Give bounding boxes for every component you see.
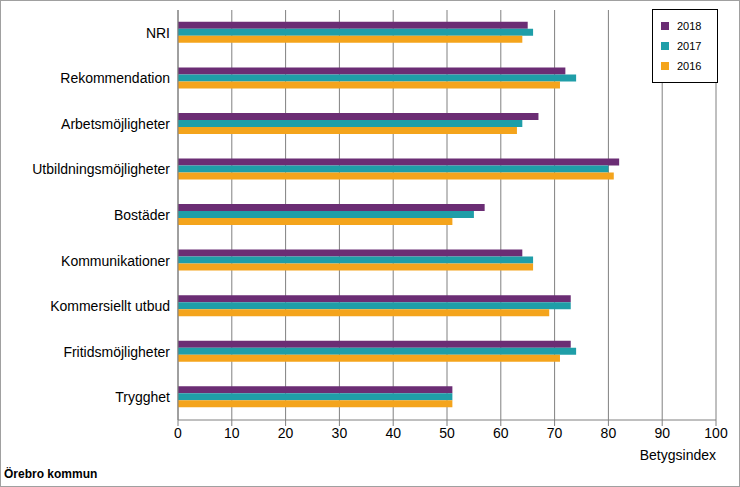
svg-text:Arbetsmöjligheter: Arbetsmöjligheter [61, 116, 170, 132]
svg-text:Rekommendation: Rekommendation [60, 70, 170, 86]
svg-text:NRI: NRI [146, 25, 170, 41]
html-text:Örebro kommun: Örebro kommun [4, 467, 98, 481]
svg-text:60: 60 [493, 425, 509, 441]
svg-text:100: 100 [704, 425, 728, 441]
svg-text:Kommersiellt utbud: Kommersiellt utbud [50, 298, 170, 314]
html-text:2017: 2017 [677, 40, 702, 52]
svg-text:Betygsindex: Betygsindex [640, 447, 716, 463]
svg-text:Fritidsmöjligheter: Fritidsmöjligheter [63, 344, 170, 360]
svg-text:70: 70 [547, 425, 563, 441]
svg-text:80: 80 [601, 425, 617, 441]
svg-text:90: 90 [654, 425, 670, 441]
svg-text:40: 40 [385, 425, 401, 441]
html-text:2016: 2016 [677, 60, 702, 72]
svg-text:20: 20 [278, 425, 294, 441]
svg-text:10: 10 [224, 425, 240, 441]
svg-text:Kommunikationer: Kommunikationer [61, 253, 170, 269]
svg-text:Utbildningsmöjligheter: Utbildningsmöjligheter [32, 161, 170, 177]
svg-text:50: 50 [439, 425, 455, 441]
svg-text:0: 0 [174, 425, 182, 441]
svg-text:Bostäder: Bostäder [114, 207, 170, 223]
html-text:2018: 2018 [677, 20, 702, 32]
svg-text:Trygghet: Trygghet [115, 389, 170, 405]
svg-text:30: 30 [332, 425, 348, 441]
